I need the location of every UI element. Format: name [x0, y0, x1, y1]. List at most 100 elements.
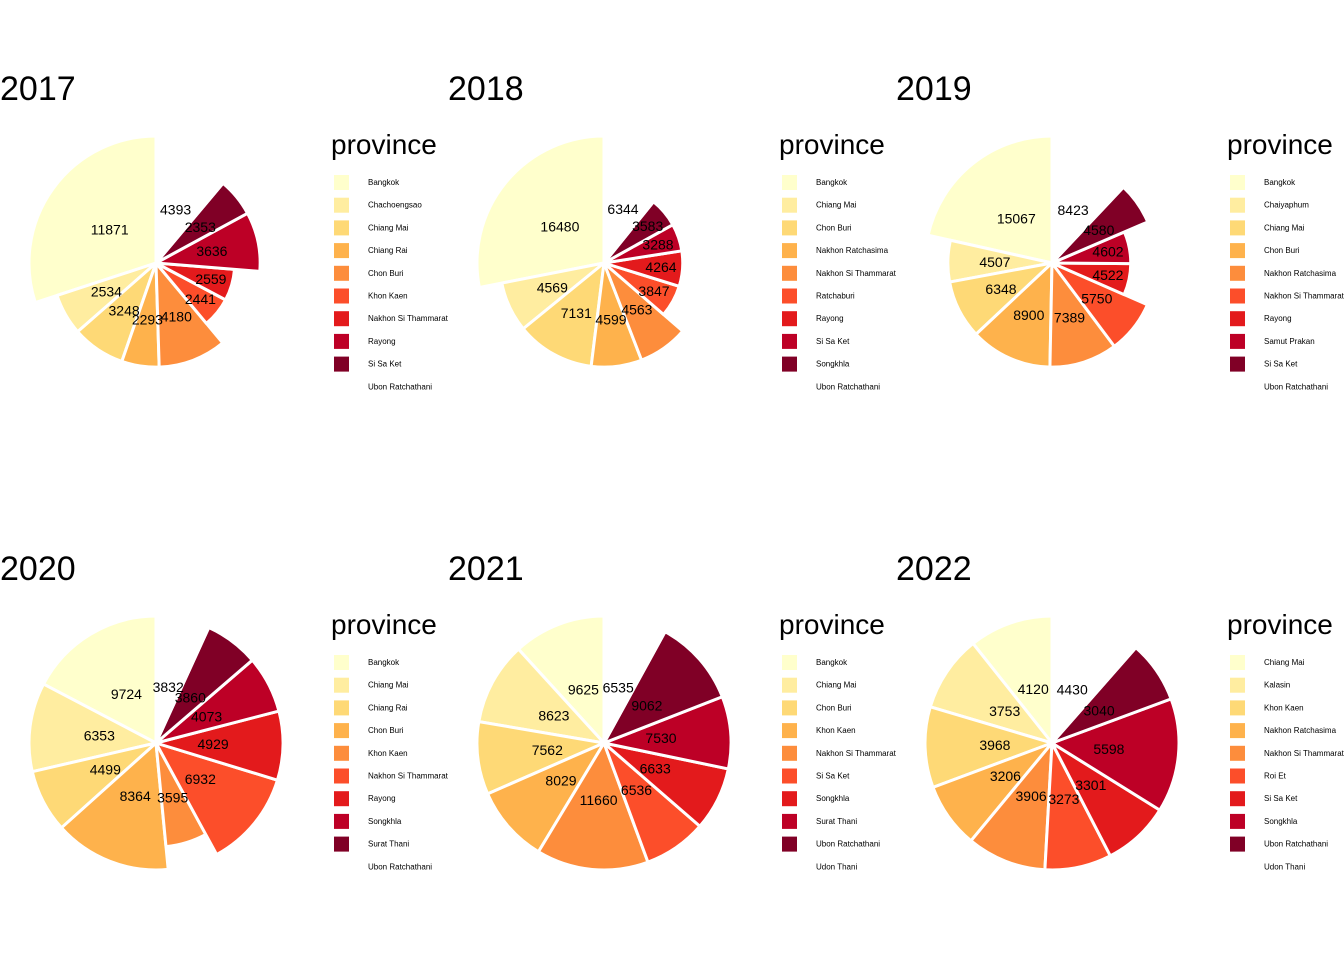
legend-swatch [782, 356, 797, 372]
pie-slice [602, 261, 685, 362]
legend-swatch [782, 220, 797, 236]
legend-title: province [779, 129, 885, 160]
pie-slice [475, 134, 606, 289]
slice-value-label: 4522 [1092, 267, 1123, 283]
slice-value-label: 3847 [638, 283, 669, 299]
pie-slice [477, 647, 606, 745]
legend-swatch [334, 836, 349, 852]
chart-title: 2021 [448, 550, 524, 588]
slice-value-label: 4569 [537, 279, 568, 295]
slice-value-label: 6633 [640, 760, 671, 776]
legend-label: Roi Et [1264, 772, 1287, 781]
legend-label: Si Sa Ket [816, 337, 850, 346]
legend-swatch [1230, 265, 1245, 281]
legend-label: Kalasin [1264, 681, 1290, 690]
legend-swatch [334, 677, 349, 693]
legend-title: province [1227, 609, 1333, 640]
chart-title: 2017 [0, 70, 76, 108]
legend-label: Songkhla [1264, 817, 1298, 826]
legend-swatch [334, 745, 349, 761]
slice-value-label: 8900 [1013, 307, 1044, 323]
legend-label: Si Sa Ket [1264, 794, 1298, 803]
pie-slice [536, 741, 650, 872]
legend-swatch [782, 677, 797, 693]
legend-label: Khon Kaen [368, 292, 408, 301]
legend-label: Bangkok [368, 178, 400, 187]
legend-title: province [331, 129, 437, 160]
slice-value-label: 11660 [580, 792, 618, 808]
legend-swatch [1230, 677, 1245, 693]
pie-slice [27, 134, 158, 305]
legend-label: Rayong [368, 794, 396, 803]
legend-swatch [1230, 220, 1245, 236]
legend-label: Chon Buri [368, 726, 404, 735]
legend-label: Chiang Mai [1264, 223, 1305, 232]
slice-value-label: 4580 [1083, 222, 1114, 238]
legend-label: Songkhla [816, 794, 850, 803]
legend-swatch [1230, 197, 1245, 213]
slice-value-label: 9625 [568, 682, 599, 698]
legend-label: Nakhon Si Thammarat [1264, 749, 1344, 758]
slice-value-label: 4499 [90, 761, 121, 777]
legend-swatch [1230, 859, 1245, 875]
pie-slice [926, 134, 1054, 265]
legend-swatch [1230, 379, 1245, 395]
pie-panel-2019: 2019 15067 4507 6348 8900 7389 5750 4522 4602 458… [896, 70, 1344, 395]
legend-swatch [334, 175, 349, 190]
legend-swatch [1230, 356, 1245, 372]
legend-swatch [334, 859, 349, 875]
pie-slice [42, 614, 158, 745]
slice-value-label: 3206 [990, 768, 1021, 784]
legend-swatch [334, 655, 349, 670]
legend-swatch [782, 243, 797, 259]
legend-swatch [334, 288, 349, 304]
slice-value-label: 6932 [185, 771, 216, 787]
legend-label: Samut Prakan [1264, 337, 1315, 346]
slice-value-label: 6535 [603, 680, 634, 696]
legend-swatch [1230, 175, 1245, 190]
legend-label: Nakhon Si Thammarat [368, 772, 449, 781]
legend-label: Ubon Ratchathani [816, 382, 880, 391]
legend-label: Ubon Ratchathani [1264, 382, 1328, 391]
legend-label: Chon Buri [816, 223, 852, 232]
legend-label: Chiang Mai [368, 681, 409, 690]
slice-value-label: 4599 [595, 312, 626, 328]
pie-panel-2020: 2020 9724 6353 4499 8364 3595 6932 4929 4073 3860… [0, 550, 449, 875]
pie-slice [154, 614, 211, 745]
legend-label: Udon Thani [816, 862, 857, 871]
pie-slice [602, 157, 671, 265]
slice-value-label: 4430 [1057, 682, 1088, 698]
legend-label: Khon Kaen [816, 726, 856, 735]
legend-label: Bangkok [368, 658, 400, 667]
legend-label: Surat Thani [368, 840, 409, 849]
slice-value-label: 3583 [632, 218, 663, 234]
legend-swatch [334, 197, 349, 213]
slice-value-label: 5750 [1081, 291, 1112, 307]
slice-value-label: 8623 [538, 708, 569, 724]
legend-swatch [782, 723, 797, 739]
legend-label: Khon Kaen [1264, 703, 1304, 712]
slice-value-label: 15067 [997, 210, 1036, 226]
legend-swatch [1230, 836, 1245, 852]
pie-slice [602, 614, 667, 745]
pie-slice [486, 741, 606, 854]
legend-swatch [334, 243, 349, 259]
legend-swatch [334, 813, 349, 829]
legend-swatch [334, 311, 349, 327]
pie-slice [1050, 697, 1181, 812]
legend-swatch [1230, 723, 1245, 739]
slice-value-label: 4507 [979, 254, 1010, 270]
legend-swatch [334, 220, 349, 236]
legend-label: Rayong [368, 337, 396, 346]
slice-value-label: 4393 [160, 201, 191, 217]
slice-value-label: 6348 [985, 281, 1016, 297]
legend-label: Ubon Ratchathani [368, 382, 432, 391]
legend-swatch [334, 265, 349, 281]
pie-slice [59, 741, 170, 872]
legend-swatch [1230, 243, 1245, 259]
legend-label: Nakhon Si Thammarat [1264, 292, 1344, 301]
legend-swatch [334, 333, 349, 349]
